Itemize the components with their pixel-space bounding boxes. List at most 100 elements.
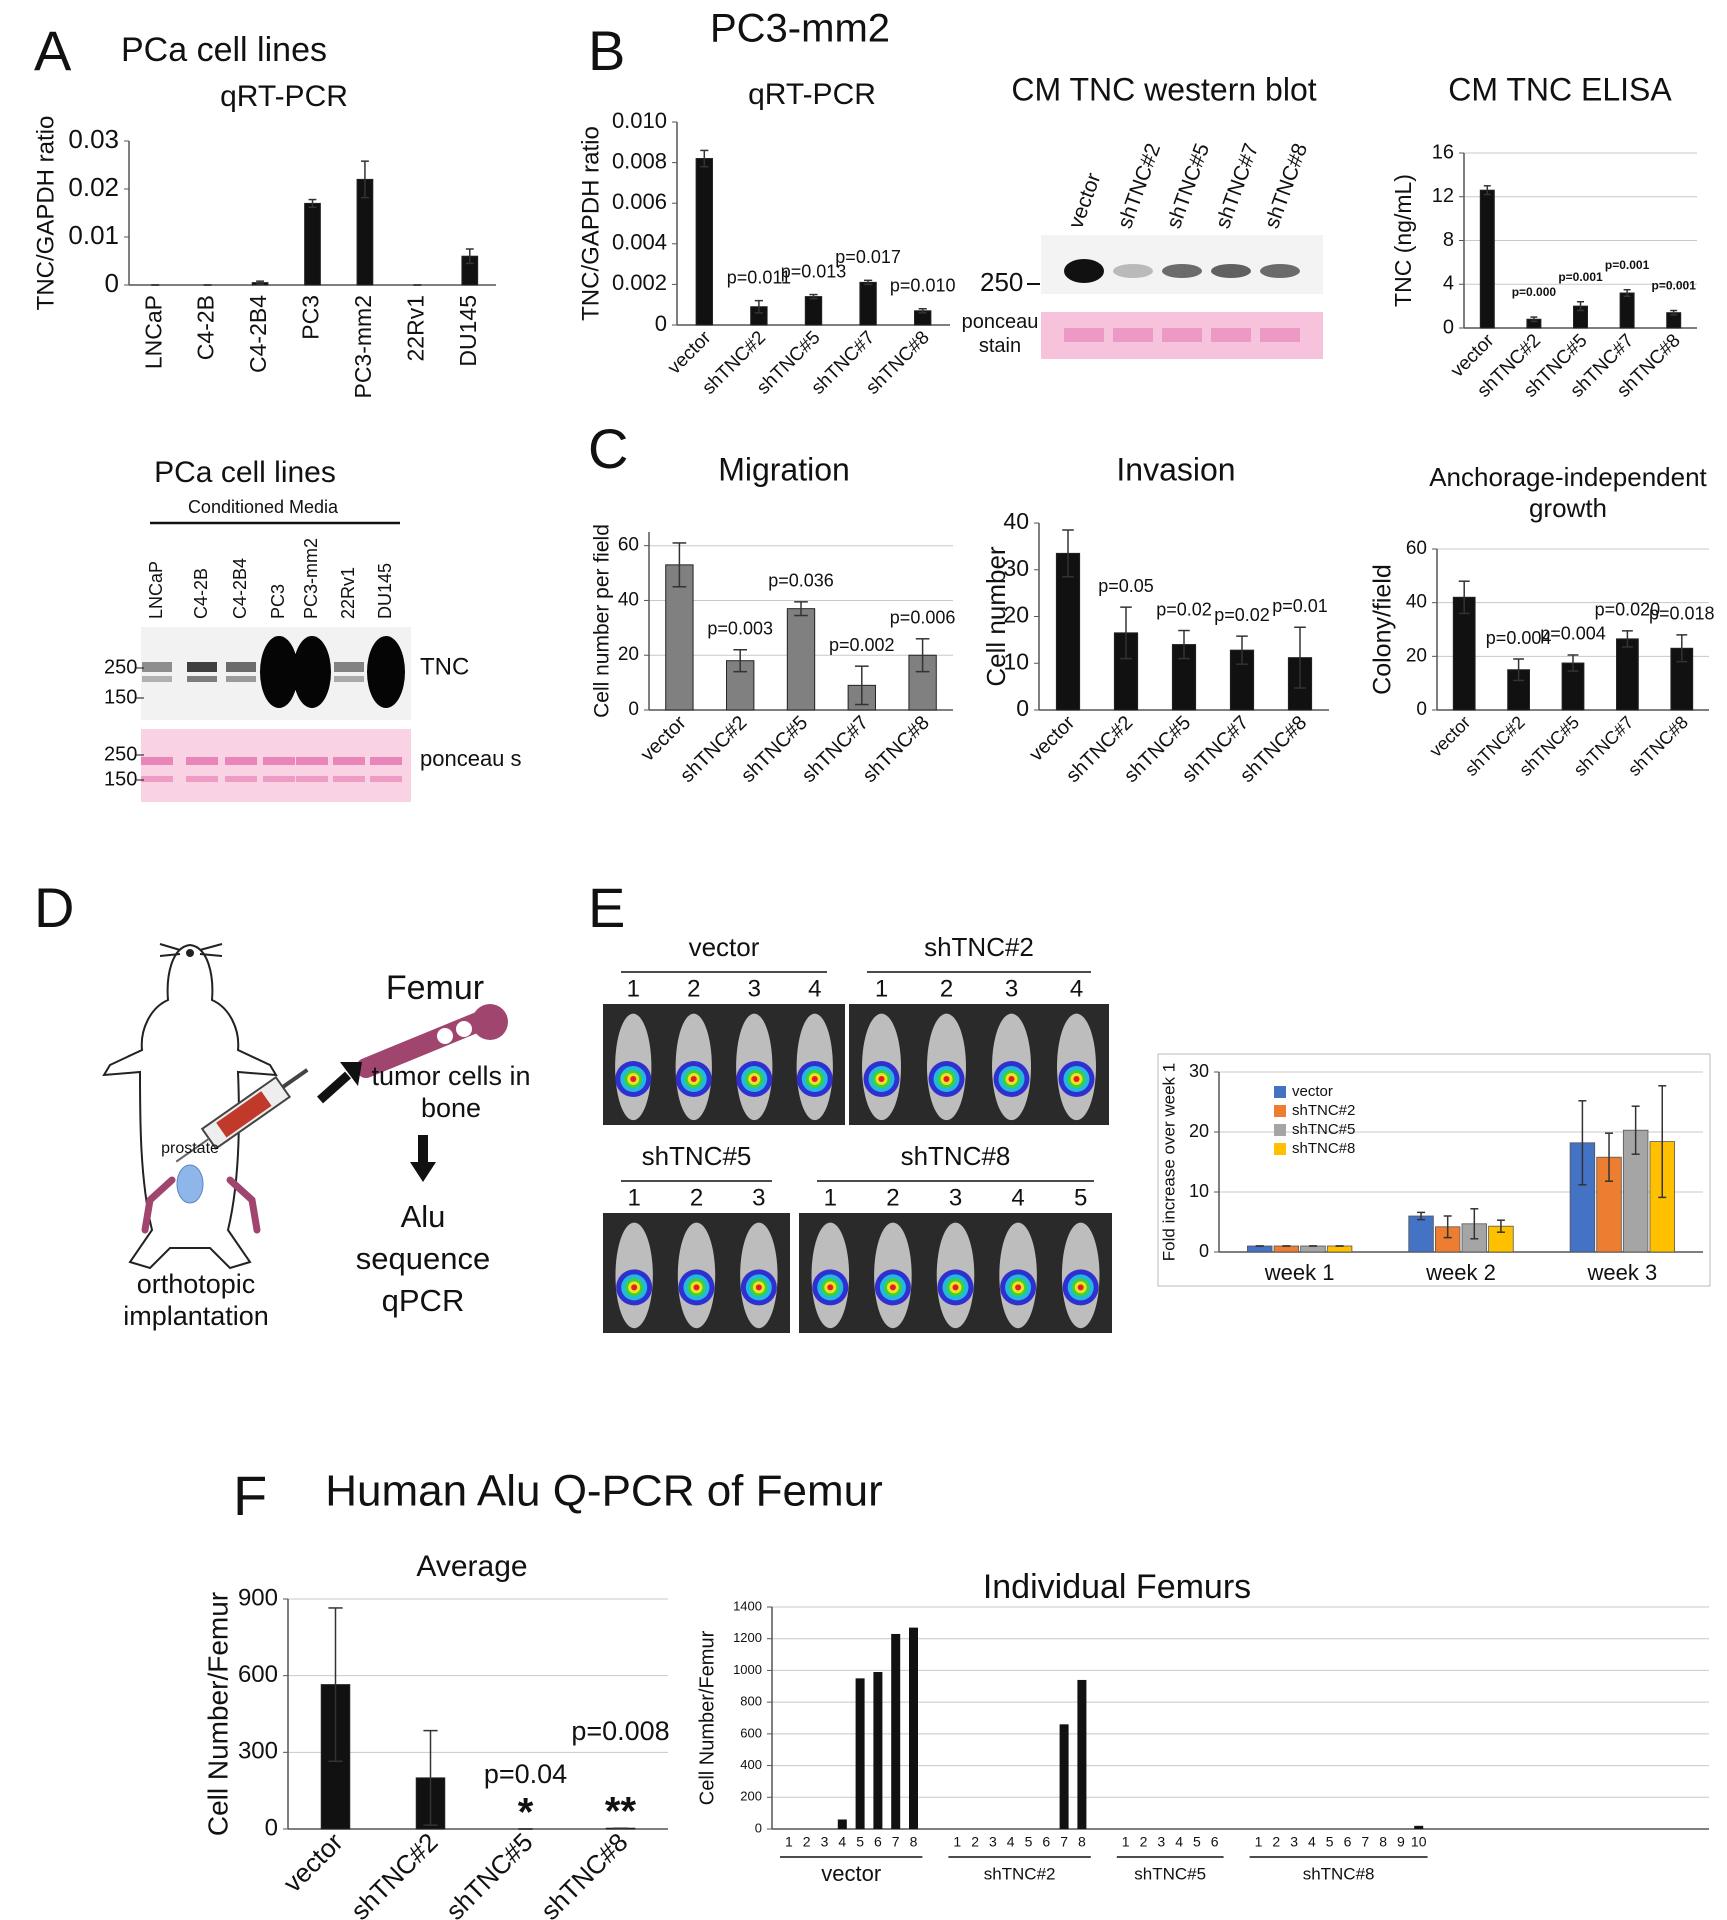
y-tick-label: 1000 bbox=[733, 1662, 762, 1677]
p-value: p=0.013 bbox=[781, 261, 847, 281]
panel-letter: C bbox=[588, 417, 628, 480]
y-tick-label: 4 bbox=[1443, 273, 1454, 295]
x-tick-label: 5 bbox=[1193, 1834, 1201, 1850]
x-tick-label: week 2 bbox=[1425, 1260, 1496, 1285]
x-tick-label: C4-2B4 bbox=[245, 295, 271, 373]
y-tick-label: 40 bbox=[618, 589, 639, 610]
x-tick-label: 10 bbox=[1411, 1834, 1427, 1850]
chart-title: Individual Femurs bbox=[983, 1568, 1251, 1606]
signal-blob bbox=[1015, 1284, 1022, 1291]
signal-blob bbox=[755, 1284, 762, 1291]
x-tick-label: 2 bbox=[803, 1834, 811, 1850]
y-tick-label: 1200 bbox=[733, 1630, 762, 1645]
mouse-number: 4 bbox=[808, 975, 821, 1002]
mouse-number: 4 bbox=[1070, 975, 1083, 1002]
y-tick-label: 0.02 bbox=[68, 172, 119, 202]
y-axis-label: Cell number bbox=[981, 546, 1011, 687]
blot-band bbox=[142, 676, 172, 682]
y-axis-label: Cell Number/Femur bbox=[202, 1592, 233, 1836]
p-value: p=0.004 bbox=[1486, 628, 1552, 648]
y-axis-label: Cell Number/Femur bbox=[696, 1630, 718, 1805]
signal-blob bbox=[1008, 1076, 1015, 1083]
ponceau-band bbox=[263, 776, 295, 782]
mouse-number: 3 bbox=[748, 975, 761, 1002]
bar bbox=[859, 281, 877, 326]
x-tick-label: 3 bbox=[821, 1834, 829, 1850]
bar bbox=[1300, 1245, 1326, 1253]
y-tick-label: 0.002 bbox=[612, 270, 667, 295]
mouse-number: 1 bbox=[824, 1184, 837, 1211]
legend-swatch bbox=[1274, 1086, 1286, 1098]
ponceau-band bbox=[1113, 328, 1153, 342]
x-tick-label: shTNC#8 bbox=[535, 1827, 634, 1920]
x-tick-label: 22Rv1 bbox=[402, 295, 428, 361]
y-tick-label: 200 bbox=[740, 1789, 762, 1804]
panel-heading: Human Alu Q-PCR of Femur bbox=[325, 1467, 883, 1516]
y-tick-label: 0 bbox=[1199, 1241, 1209, 1261]
blot-title: CM TNC western blot bbox=[1011, 71, 1316, 107]
lane-label: C4-2B4 bbox=[230, 558, 250, 619]
bar bbox=[1326, 1245, 1353, 1253]
x-tick-label: 3 bbox=[1290, 1834, 1298, 1850]
bar bbox=[1059, 1724, 1069, 1829]
p-value: p=0.010 bbox=[890, 276, 956, 296]
signal-blob bbox=[631, 1284, 638, 1291]
blot-band bbox=[226, 676, 256, 682]
x-tick-label: 6 bbox=[1042, 1834, 1050, 1850]
bar bbox=[855, 1678, 865, 1829]
y-tick-label: 0 bbox=[655, 311, 667, 336]
ponceau-band bbox=[370, 776, 402, 782]
blot-band bbox=[226, 662, 256, 672]
y-tick-label: 0 bbox=[1443, 316, 1454, 338]
x-tick-label: C4-2B bbox=[193, 295, 219, 360]
group-label: shTNC#8 bbox=[1303, 1864, 1375, 1883]
panel-letter: B bbox=[588, 19, 625, 82]
signal-blob bbox=[878, 1076, 885, 1083]
y-tick-label: 40 bbox=[1406, 592, 1427, 613]
ponceau-band bbox=[186, 776, 218, 782]
mouse-number: 1 bbox=[875, 975, 888, 1002]
blot-band bbox=[334, 662, 364, 672]
mw-marker: 250 bbox=[980, 267, 1023, 297]
blot-band bbox=[367, 636, 405, 708]
mw-marker: 250 bbox=[104, 743, 137, 765]
x-tick-label: shTNC#5 bbox=[440, 1827, 539, 1920]
panel-letter: A bbox=[34, 19, 72, 82]
mouse-number: 2 bbox=[690, 1184, 703, 1211]
lane-label: LNCaP bbox=[146, 561, 166, 619]
y-tick-label: 12 bbox=[1432, 185, 1454, 207]
chart-title: qRT-PCR bbox=[748, 78, 876, 111]
blot-band bbox=[1260, 264, 1300, 278]
y-tick-label: 20 bbox=[618, 644, 639, 665]
p-value: p=0.001 bbox=[1652, 279, 1697, 293]
x-tick-label: LNCaP bbox=[140, 295, 166, 369]
p-value: p=0.011 bbox=[727, 267, 791, 287]
y-tick-label: 0 bbox=[105, 268, 119, 298]
ponceau-band bbox=[1211, 328, 1251, 342]
p-value: p=0.003 bbox=[707, 619, 773, 639]
x-tick-label: 4 bbox=[838, 1834, 846, 1850]
x-tick-label: 6 bbox=[1211, 1834, 1219, 1850]
legend-swatch bbox=[1274, 1143, 1286, 1155]
p-value: p=0.018 bbox=[1649, 604, 1715, 624]
y-tick-label: 20 bbox=[1003, 602, 1029, 628]
blot-band bbox=[1113, 264, 1153, 278]
bar bbox=[1452, 596, 1476, 711]
signal-blob bbox=[1077, 1284, 1084, 1291]
panel-letter: E bbox=[588, 876, 625, 939]
chart-title: Average bbox=[416, 1550, 527, 1583]
mouse-number: 4 bbox=[1011, 1184, 1024, 1211]
femur-icons bbox=[141, 1176, 261, 1234]
p-value: p=0.004 bbox=[1540, 624, 1606, 644]
chart-title: CM TNC ELISA bbox=[1448, 71, 1672, 107]
x-tick-label: 5 bbox=[856, 1834, 864, 1850]
y-tick-label: 600 bbox=[740, 1725, 762, 1740]
x-tick-label: 2 bbox=[1140, 1834, 1148, 1850]
p-value: p=0.020 bbox=[1595, 600, 1661, 620]
y-tick-label: 60 bbox=[1406, 538, 1427, 559]
y-tick-label: 0.03 bbox=[68, 124, 119, 154]
blot-band bbox=[293, 636, 331, 708]
y-axis-label: Cell number per field bbox=[591, 524, 614, 718]
y-tick-label: 0.008 bbox=[612, 148, 667, 173]
